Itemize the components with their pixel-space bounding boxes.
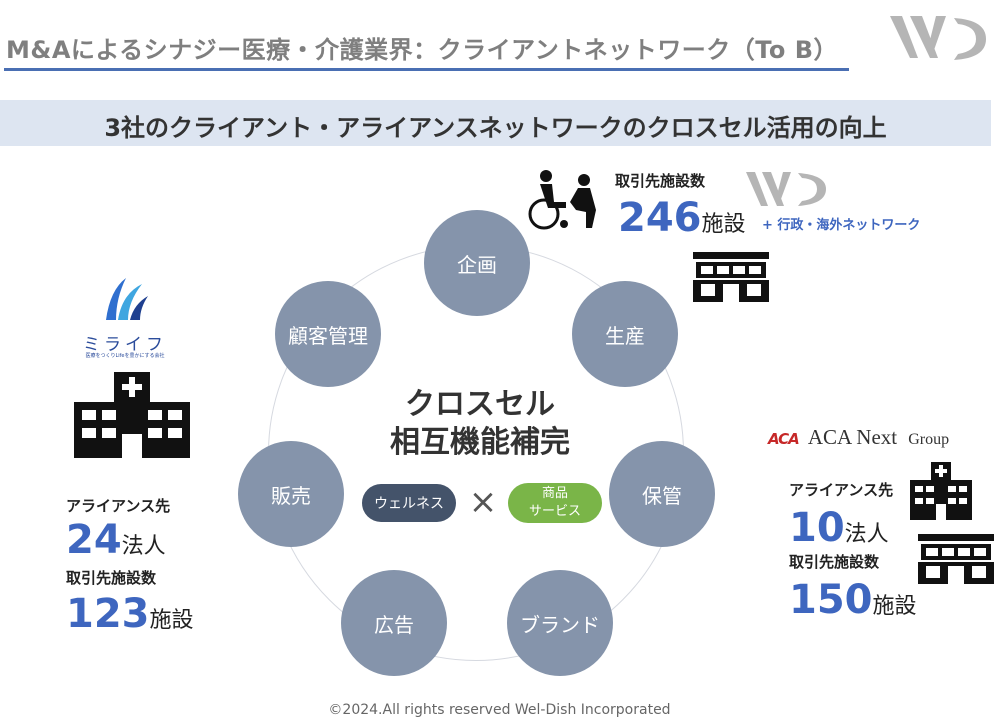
cycle-node-brand: ブランド [507, 570, 613, 676]
aca-logo-mark: ACA [768, 430, 800, 448]
shop-building-icon-small [918, 534, 994, 584]
mirai-alliance-label: アライアンス先 [66, 497, 171, 515]
mirai-facilities-value: 123 [66, 591, 150, 637]
mirai-logo-mark [106, 278, 148, 320]
aca-alliance-label: アライアンス先 [789, 481, 894, 499]
title-underline [4, 68, 849, 71]
cycle-node-customer-management: 顧客管理 [275, 281, 381, 387]
wd-facilities-metric: 246施設 [618, 196, 746, 240]
hospital-building-icon [74, 372, 190, 458]
wellness-pill: ウェルネス [362, 484, 456, 522]
cycle-node-storage: 保管 [609, 441, 715, 547]
mirai-logo-text: ミライフ [83, 335, 167, 355]
subtitle-band [0, 100, 991, 146]
wheelchair-care-icon [528, 170, 596, 230]
cycle-node-advertising: 広告 [341, 570, 447, 676]
mirai-facilities-label: 取引先施設数 [66, 569, 157, 587]
aca-alliance-value: 10 [789, 505, 845, 551]
mirai-alliance-metric: 24法人 [66, 518, 166, 562]
cycle-center-line1: クロスセル [405, 387, 555, 422]
cycle-center-title: クロスセル 相互機能補完 [340, 386, 620, 462]
mirai-alliance-value: 24 [66, 517, 122, 563]
page-title: M&Aによるシナジー医療・介護業界：クライアントネットワーク（To B） [6, 36, 839, 64]
copyright-footer: ©2024.All rights reserved Wel-Dish Incor… [328, 702, 671, 718]
shop-building-icon [693, 252, 769, 302]
wd-facilities-value: 246 [618, 195, 702, 241]
aca-alliance-unit: 法人 [844, 522, 889, 547]
mirai-facilities-unit: 施設 [149, 608, 194, 633]
wd-logo-small [746, 172, 826, 206]
aca-logo-group: Group [908, 431, 950, 448]
aca-facilities-metric: 150施設 [789, 578, 917, 622]
aca-facilities-label: 取引先施設数 [789, 553, 880, 571]
cycle-center-line2: 相互機能補完 [390, 425, 570, 460]
cycle-node-production: 生産 [572, 281, 678, 387]
aca-facilities-value: 150 [789, 577, 873, 623]
wd-network-note: + 行政・海外ネットワーク [762, 218, 921, 233]
hospital-building-icon-small [910, 462, 972, 520]
cycle-node-sales: 販売 [238, 441, 344, 547]
mirai-facilities-metric: 123施設 [66, 592, 194, 636]
mirai-logo-tagline: 医療をつくりLifeを豊かにする会社 [85, 353, 165, 359]
cross-mark: × [468, 482, 498, 522]
pill-line1: 商品 [541, 486, 568, 501]
aca-facilities-unit: 施設 [872, 594, 917, 619]
wd-facilities-label: 取引先施設数 [615, 172, 706, 190]
aca-alliance-metric: 10法人 [789, 506, 889, 550]
aca-logo-name: ACA Next [807, 425, 898, 449]
mirai-alliance-unit: 法人 [121, 534, 166, 559]
product-service-pill: 商品 サービス [508, 483, 602, 523]
wd-facilities-unit: 施設 [701, 212, 746, 237]
page-subtitle: 3社のクライアント・アライアンスネットワークのクロスセル活用の向上 [104, 114, 887, 142]
aca-logo: ACA ACA Next Group [768, 425, 949, 450]
wd-logo [890, 16, 986, 60]
cycle-node-planning: 企画 [424, 210, 530, 316]
pill-line2: サービス [528, 504, 581, 519]
